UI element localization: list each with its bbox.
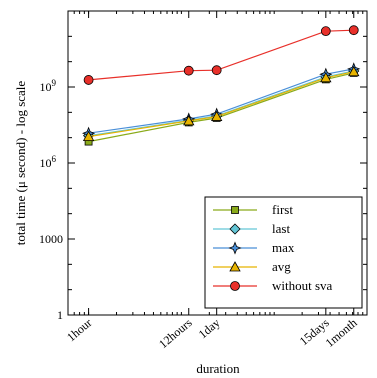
- series-line-last: [88, 70, 354, 137]
- legend-label: first: [272, 202, 293, 217]
- legend-marker: [229, 223, 241, 235]
- legend-label: without sva: [272, 278, 333, 293]
- legend-item-max: max: [213, 240, 295, 255]
- y-tick-label: 106: [40, 154, 57, 170]
- legend-item-without-sva: without sva: [213, 278, 333, 293]
- data-point-without-sva: [83, 75, 94, 85]
- y-tick-label: 109: [40, 78, 57, 94]
- legend-item-avg: avg: [213, 259, 291, 274]
- y-tick-label: 1: [57, 308, 63, 322]
- y-tick-label: 1000: [39, 232, 63, 246]
- legend-label: avg: [272, 259, 291, 274]
- data-point-without-sva: [211, 65, 222, 76]
- series-max: [82, 62, 361, 140]
- axis-ticks: [67, 10, 367, 316]
- legend-box: [204, 196, 363, 309]
- legend-marker: [230, 281, 240, 291]
- data-point-avg: [183, 115, 195, 126]
- legend-label: max: [272, 240, 295, 255]
- data-point-without-sva: [348, 25, 359, 36]
- data-point-without-sva: [320, 26, 331, 37]
- legend-item-first: first: [213, 202, 293, 217]
- series-line-avg: [88, 71, 354, 138]
- x-axis-title: duration: [196, 361, 240, 376]
- x-tick-label: 1hour: [64, 316, 94, 345]
- data-point-without-sva: [183, 65, 194, 76]
- y-tick-labels: 1 1000 106 109: [39, 78, 63, 322]
- series-line-max: [88, 68, 354, 134]
- legend: first last max avg without sva: [204, 196, 363, 309]
- legend-item-last: last: [213, 221, 290, 236]
- data-point-avg: [348, 65, 360, 77]
- series-line-first: [88, 72, 354, 143]
- data-point-avg: [210, 110, 223, 121]
- series-line-without-sva: [88, 29, 354, 81]
- data-point-avg: [320, 72, 332, 83]
- legend-marker: [231, 206, 239, 214]
- y-axis-title: total time (μ second) - log scale: [13, 81, 28, 246]
- series-avg: [82, 65, 360, 142]
- legend-marker: [229, 261, 241, 272]
- series-layer: [82, 25, 361, 146]
- legend-marker: [228, 241, 242, 255]
- data-point-avg: [82, 130, 95, 142]
- x-tick-label: 1day: [196, 316, 223, 342]
- x-tick-label: 12hours: [156, 315, 195, 351]
- legend-label: last: [272, 221, 290, 236]
- series-without-sva: [83, 25, 359, 85]
- x-tick-label: 1month: [323, 316, 360, 350]
